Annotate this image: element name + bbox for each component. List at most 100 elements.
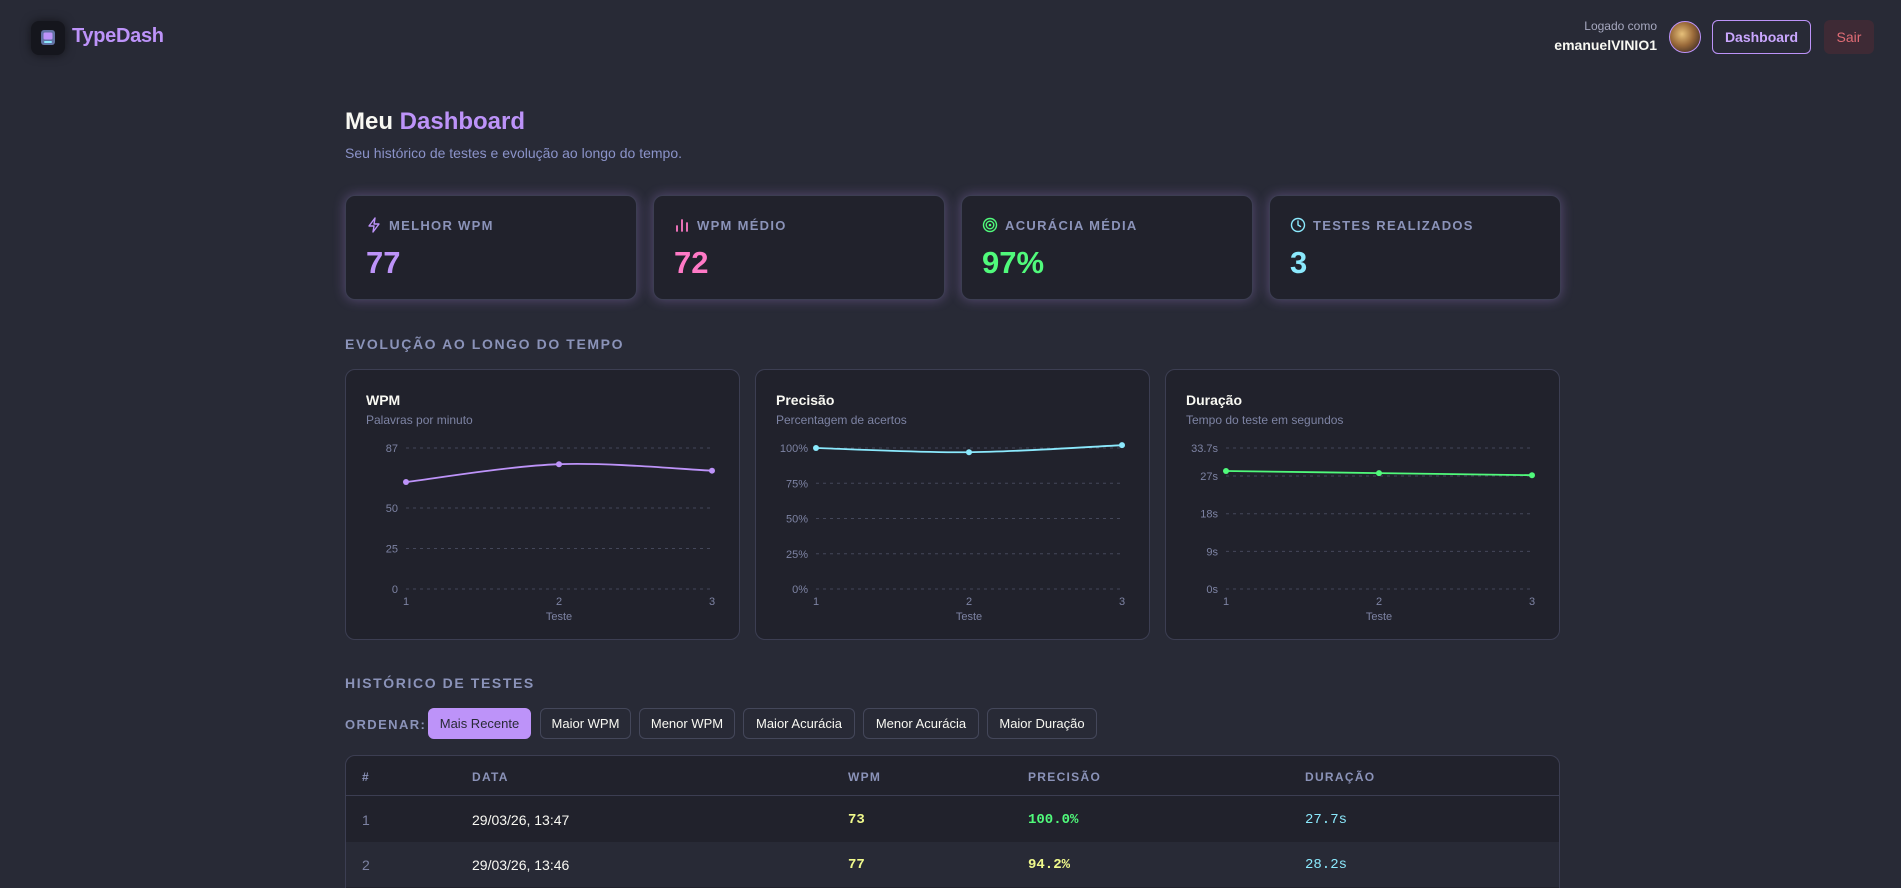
- chart-title: WPM: [366, 392, 401, 408]
- y-tick-label: 33.7s: [1191, 443, 1218, 455]
- stat-label: MELHOR WPM: [389, 218, 494, 233]
- chart-subtitle: Percentagem de acertos: [776, 413, 907, 427]
- data-point: [1376, 470, 1382, 477]
- x-tick-label: 2: [556, 596, 562, 608]
- stat-value: 97%: [982, 245, 1045, 280]
- data-point: [813, 445, 819, 451]
- table-row[interactable]: 2 29/03/26, 13:46 77 94.2% 28.2s: [346, 842, 1559, 887]
- y-tick-label: 9s: [1206, 546, 1218, 558]
- column-header-date[interactable]: DATA: [472, 770, 509, 784]
- keyboard-logo-icon: [41, 30, 55, 45]
- stat-label: TESTES REALIZADOS: [1313, 218, 1474, 233]
- x-axis-label: Teste: [956, 611, 982, 623]
- row-duration: 27.7s: [1305, 812, 1348, 828]
- y-tick-label: 0: [392, 584, 398, 596]
- stat-value: 77: [366, 245, 401, 280]
- sort-max-wpm-button[interactable]: Maior WPM: [540, 708, 631, 739]
- chart-title: Precisão: [776, 392, 835, 408]
- row-number: 2: [362, 857, 370, 873]
- column-header-number[interactable]: #: [362, 770, 370, 784]
- sort-most-recent-button[interactable]: Mais Recente: [428, 708, 531, 739]
- data-point: [709, 467, 715, 474]
- stat-label: WPM MÉDIO: [697, 218, 787, 233]
- row-date: 29/03/26, 13:47: [472, 812, 570, 828]
- avatar[interactable]: [1669, 21, 1701, 53]
- row-duration: 28.2s: [1305, 857, 1348, 873]
- stat-card-avg-accuracy: ACURÁCIA MÉDIA 97%: [961, 195, 1253, 300]
- x-axis-label: Teste: [1366, 611, 1392, 623]
- chart-title: Duração: [1186, 392, 1243, 408]
- column-header-wpm[interactable]: WPM: [848, 770, 882, 784]
- sort-max-duration-button[interactable]: Maior Duração: [987, 708, 1097, 739]
- table-row[interactable]: 1 29/03/26, 13:47 73 100.0% 27.7s: [346, 797, 1559, 842]
- y-tick-label: 18s: [1200, 509, 1218, 521]
- precision-chart: 0% 25% 50% 75% 100% 1 2 3 Teste: [780, 442, 1125, 623]
- stat-card-tests-done: TESTES REALIZADOS 3: [1269, 195, 1561, 300]
- username: emanuelVINIO1: [1554, 37, 1657, 53]
- y-tick-label: 0%: [792, 584, 808, 596]
- data-point: [403, 479, 409, 486]
- duration-chart: 0s 9s 18s 27s 33.7s 1 2 3 Teste: [1191, 443, 1535, 623]
- data-point: [1529, 472, 1535, 479]
- sort-min-accuracy-button[interactable]: Menor Acurácia: [863, 708, 979, 739]
- page-title-prefix: Meu: [345, 108, 393, 135]
- row-date: 29/03/26, 13:46: [472, 857, 570, 873]
- sort-min-wpm-button[interactable]: Menor WPM: [639, 708, 735, 739]
- row-precision: 100.0%: [1028, 812, 1079, 828]
- history-table: # DATA WPM PRECISÃO DURAÇÃO 1 29/03/26, …: [345, 755, 1560, 888]
- table-header: # DATA WPM PRECISÃO DURAÇÃO: [346, 756, 1559, 796]
- target-icon: [982, 217, 998, 233]
- column-header-precision[interactable]: PRECISÃO: [1028, 770, 1102, 784]
- x-axis-label: Teste: [546, 611, 572, 623]
- history-section-title: HISTÓRICO DE TESTES: [345, 675, 535, 691]
- y-tick-label: 0s: [1206, 584, 1218, 596]
- y-tick-label: 25%: [786, 549, 808, 561]
- y-tick-label: 100%: [780, 443, 808, 455]
- bar-chart-icon: [676, 219, 688, 232]
- evolution-section-title: EVOLUÇÃO AO LONGO DO TEMPO: [345, 336, 625, 352]
- y-tick-label: 75%: [786, 478, 808, 490]
- page-title: Meu Dashboard: [345, 108, 525, 136]
- stat-label: ACURÁCIA MÉDIA: [1005, 218, 1138, 233]
- stat-card-best-wpm: MELHOR WPM 77: [345, 195, 637, 300]
- stat-value: 72: [674, 245, 709, 280]
- top-bar: TypeDash Logado como emanuelVINIO1 Dashb…: [0, 0, 1901, 74]
- dashboard-button[interactable]: Dashboard: [1712, 20, 1811, 54]
- page-title-accent: Dashboard: [399, 108, 526, 135]
- data-point: [556, 461, 562, 468]
- chart-subtitle: Tempo do teste em segundos: [1186, 413, 1344, 427]
- chart-card-duration: Duração Tempo do teste em segundos 0s 9s 1…: [1165, 369, 1560, 640]
- app-name[interactable]: TypeDash: [72, 25, 164, 47]
- y-tick-label: 25: [386, 543, 398, 555]
- x-tick-label: 3: [1119, 596, 1125, 608]
- y-tick-label: 87: [386, 443, 398, 455]
- stat-value: 3: [1290, 245, 1308, 280]
- x-tick-label: 2: [966, 596, 972, 608]
- sort-max-accuracy-button[interactable]: Maior Acurácia: [743, 708, 855, 739]
- page-subtitle: Seu histórico de testes e evolução ao lo…: [345, 145, 682, 161]
- sort-label: ORDENAR:: [345, 717, 427, 732]
- chart-card-precision: Precisão Percentagem de acertos 0% 25% 50%…: [755, 369, 1150, 640]
- app-logo[interactable]: [31, 21, 65, 55]
- clock-icon: [1290, 217, 1306, 233]
- row-wpm: 77: [848, 857, 865, 873]
- y-tick-label: 50: [386, 503, 398, 515]
- lightning-icon: [368, 217, 380, 233]
- column-header-duration[interactable]: DURAÇÃO: [1305, 770, 1376, 784]
- x-tick-label: 3: [1529, 596, 1535, 608]
- data-point: [1223, 468, 1229, 475]
- x-tick-label: 3: [709, 596, 715, 608]
- logout-button[interactable]: Sair: [1824, 20, 1874, 54]
- chart-card-wpm: WPM Palavras por minuto 0 25 50 87 1 2 3 Teste: [345, 369, 740, 640]
- data-point: [966, 449, 972, 456]
- y-tick-label: 50%: [786, 514, 808, 526]
- chart-subtitle: Palavras por minuto: [366, 413, 473, 427]
- x-tick-label: 1: [403, 596, 409, 608]
- data-point: [1119, 442, 1125, 449]
- row-number: 1: [362, 812, 370, 828]
- stat-card-avg-wpm: WPM MÉDIO 72: [653, 195, 945, 300]
- x-tick-label: 1: [813, 596, 819, 608]
- logged-in-label: Logado como: [1584, 19, 1657, 33]
- x-tick-label: 2: [1376, 596, 1382, 608]
- row-precision: 94.2%: [1028, 857, 1071, 873]
